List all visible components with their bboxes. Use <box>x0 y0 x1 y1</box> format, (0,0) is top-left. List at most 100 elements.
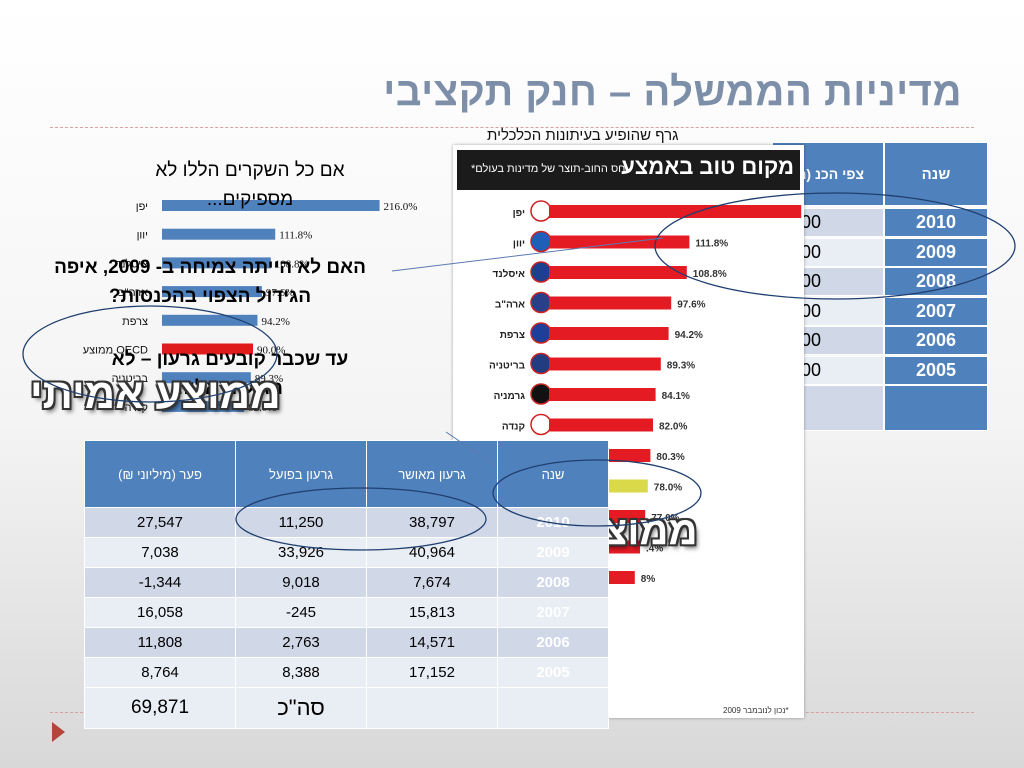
newspaper-footnote: *נכון לנובמבר 2009 <box>723 706 789 715</box>
left-chart-value: 97.6% <box>266 287 294 299</box>
actual-cell: 2,763 <box>235 627 367 658</box>
newspaper-bar <box>549 205 802 218</box>
bg-table-year-cell: 2006 <box>884 326 988 355</box>
empty-year-cell <box>497 687 609 729</box>
gap-cell: 8,764 <box>84 657 236 688</box>
header-approved: גרעון מאושר <box>366 440 498 508</box>
left-chart-bar <box>162 228 276 240</box>
actual-cell: 8,388 <box>235 657 367 688</box>
newspaper-header: מקום טוב באמצע יחס החוב-תוצר של מדינות ב… <box>457 150 800 190</box>
year-cell: 2007 <box>497 597 609 628</box>
table-row: -1,344 9,018 7,674 2008 <box>84 567 609 598</box>
left-chart-label: בריטניה <box>112 373 149 385</box>
left-chart-value: 111.8% <box>279 230 312 242</box>
table-total-row: 69,871 סה"כ <box>84 687 609 729</box>
triangle-right-icon[interactable] <box>52 722 65 742</box>
gap-cell: 11,808 <box>84 627 236 658</box>
table-row: 16,058 -245 15,813 2007 <box>84 597 609 628</box>
approved-cell: 17,152 <box>366 657 498 688</box>
left-chart-label: ארה"ב <box>118 287 148 299</box>
left-chart-label: קנדה <box>124 402 148 414</box>
newspaper-bar-value: 111.8% <box>695 239 728 250</box>
left-chart-label: יפן <box>136 201 148 213</box>
left-chart-label: צרפת <box>122 316 148 328</box>
left-chart-label: ממוצע OECD <box>83 345 148 357</box>
header-actual: גרעון בפועל <box>235 440 367 508</box>
left-chart-value: 216.0% <box>384 201 418 213</box>
bg-table-year-cell: 2010 <box>884 208 988 237</box>
left-chart-bar <box>162 314 258 326</box>
left-chart-bar <box>162 343 254 355</box>
left-chart-value: 94.2% <box>261 316 289 328</box>
actual-cell: 33,926 <box>235 537 367 568</box>
bg-table-year-cell: 2007 <box>884 296 988 326</box>
newspaper-bar-value: 82.0% <box>659 422 687 433</box>
approved-cell: 14,571 <box>366 627 498 658</box>
total-label-cell: סה"כ <box>235 687 367 729</box>
newspaper-bar-value: .4% <box>646 544 663 555</box>
newspaper-bar <box>549 418 653 432</box>
approved-cell: 38,797 <box>366 507 498 538</box>
gap-cell: 16,058 <box>84 597 236 628</box>
left-chart-value: 90.0% <box>257 345 285 357</box>
approved-cell: 40,964 <box>366 537 498 568</box>
total-value-cell: 69,871 <box>84 687 236 729</box>
newspaper-bar <box>549 327 669 340</box>
connector-line-growth <box>391 237 664 272</box>
left-bar-chart: יפן 216.0% יוון 111.8% איסלנד 108.8% ארה"ב 97.6… <box>83 200 418 414</box>
growth-question-text: האם לא הייתה צמיחה ב- 2009, איפה הגידול … <box>54 257 366 307</box>
ellipse-2010-row <box>235 487 487 551</box>
bg-table-header-year: שנה <box>884 142 988 206</box>
newspaper-headline: מקום טוב באמצע <box>621 154 794 179</box>
left-chart-label: יוון <box>137 230 148 242</box>
ellipse-oecd-average <box>22 305 278 403</box>
table-header-row: פער (מיליוני ₪) גרעון בפועל גרעון מאושר … <box>84 440 609 508</box>
newspaper-bar-value: 8% <box>641 574 656 585</box>
ellipse-newspaper-average <box>492 459 702 527</box>
left-chart-bar <box>162 400 245 412</box>
newspaper-country-label: יוון <box>513 239 525 250</box>
table-row: 11,808 2,763 14,571 2006 <box>84 627 609 658</box>
approved-cell: 15,813 <box>366 597 498 628</box>
left-chart-bar <box>162 257 271 269</box>
real-average-wordart: ממוצע אמיתי <box>30 370 281 417</box>
bg-table-year-cell: 2005 <box>884 355 988 385</box>
approved-cell: 7,674 <box>366 567 498 598</box>
page-title: מדיניות הממשלה – חנק תקציבי <box>383 70 962 114</box>
newspaper-country-label: יפן <box>513 208 525 219</box>
newspaper-chart: מקום טוב באמצע יחס החוב-תוצר של מדינות ב… <box>453 145 804 718</box>
newspaper-bar-value: 97.6% <box>677 300 705 311</box>
newspaper-bar-value: 108.8% <box>693 269 727 280</box>
newspaper-bar-value: 84.1% <box>662 391 690 402</box>
year-cell: 2006 <box>497 627 609 658</box>
newspaper-bar-value: 94.2% <box>675 330 703 341</box>
deficit-table: פער (מיליוני ₪) גרעון בפועל גרעון מאושר … <box>84 440 609 729</box>
title-divider <box>50 127 974 128</box>
bg-table-year-cell: 2009 <box>884 237 988 267</box>
newspaper-subheadline: יחס החוב-תוצר של מדינות בעולם* <box>471 163 629 175</box>
actual-cell: 11,250 <box>235 507 367 538</box>
left-chart-bar <box>162 372 251 384</box>
left-chart-value: 108.8% <box>275 258 309 270</box>
newspaper-bar-value: 78.0% <box>654 483 682 494</box>
year-cell: 2009 <box>497 537 609 568</box>
newspaper-bar <box>549 388 656 401</box>
ellipse-2010-forecast <box>654 192 1016 300</box>
newspaper-country-label: איסלנד <box>493 268 526 280</box>
newspaper-bar <box>549 266 687 279</box>
left-chart-bar <box>162 286 262 298</box>
gap-cell: -1,344 <box>84 567 236 598</box>
average-wordart-partial: ממוצ <box>603 509 698 553</box>
deficit-question-text: עד שכבר קובעים גרעון – לא מגיעים אליו! <box>111 349 349 399</box>
table-row: 8,764 8,388 17,152 2005 <box>84 657 609 688</box>
gap-cell: 27,547 <box>84 507 236 538</box>
graph-caption: גרף שהופיע בעיתונות הכלכלית <box>487 127 679 144</box>
year-cell: 2008 <box>497 567 609 598</box>
left-chart-bar <box>162 200 380 211</box>
not-enough-text: אם כל השקרים הללו לא מספיקים... <box>155 160 345 210</box>
left-chart-label: איסלנד <box>115 257 148 270</box>
newspaper-bar <box>549 357 661 371</box>
newspaper-country-label: גרמניה <box>494 391 526 402</box>
left-chart-value: 82.0% <box>248 402 276 414</box>
